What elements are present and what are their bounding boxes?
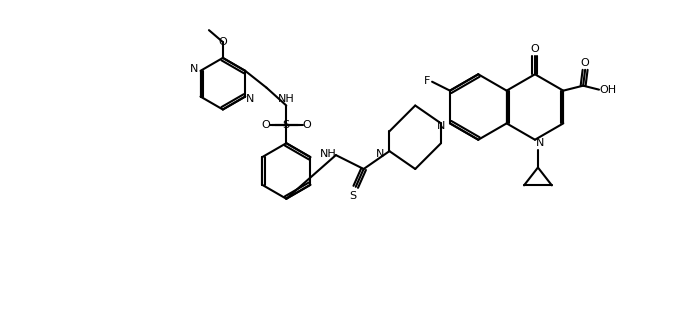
Text: N: N [376, 149, 384, 159]
Text: N: N [536, 138, 544, 148]
Text: N: N [437, 121, 445, 131]
Text: O: O [303, 120, 311, 130]
Text: O: O [261, 120, 270, 130]
Text: N: N [246, 94, 254, 104]
Text: S: S [350, 191, 356, 201]
Text: O: O [218, 37, 227, 47]
Text: F: F [424, 76, 430, 86]
Text: N: N [190, 64, 199, 74]
Text: S: S [282, 120, 290, 130]
Text: NH: NH [278, 94, 295, 104]
Text: O: O [581, 58, 590, 68]
Text: O: O [531, 44, 540, 54]
Text: NH: NH [319, 149, 337, 159]
Text: OH: OH [599, 85, 616, 95]
